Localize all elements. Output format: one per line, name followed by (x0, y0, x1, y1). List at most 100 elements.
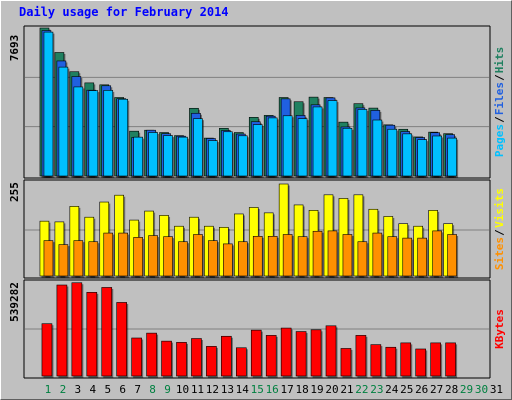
panel-1-legend-3: Files (493, 82, 506, 115)
panel-2-legend-2: / (493, 229, 506, 236)
pages-bar (372, 119, 383, 177)
sites-bar (357, 241, 368, 277)
kbytes-bar (161, 340, 172, 377)
pages-bar (417, 139, 428, 177)
panel-1-legend-2: / (493, 116, 506, 123)
pages-bar (178, 136, 188, 177)
kbytes-bar (325, 325, 337, 377)
pages-bar (282, 115, 293, 177)
sites-bar (402, 237, 413, 277)
panel-2-legend-3: Visits (493, 188, 506, 228)
kbytes-bar (295, 331, 307, 377)
sites-bar (297, 236, 308, 277)
x-tick-label: 24 (385, 383, 399, 396)
x-tick-label: 28 (445, 383, 458, 396)
pages-bar (252, 124, 263, 177)
pages-bar (267, 117, 278, 177)
chart-title: Daily usage for February 2014 (19, 5, 229, 19)
kbytes-bar (191, 338, 202, 377)
sites-bar (148, 235, 158, 277)
kbytes-bar (370, 344, 382, 377)
x-tick-label: 19 (310, 383, 323, 396)
kbytes-bar (400, 342, 412, 377)
pages-bar (402, 133, 413, 177)
x-tick-label: 5 (104, 383, 111, 396)
kbytes-bar (176, 342, 187, 377)
kbytes-bar (385, 346, 397, 377)
x-tick-label: 14 (236, 383, 250, 396)
kbytes-bar (280, 327, 292, 377)
sites-bar (73, 240, 84, 277)
panel-3-ymax-label: 539282 (8, 282, 21, 322)
sites-bar (208, 240, 218, 277)
x-tick-label: 17 (281, 383, 294, 396)
kbytes-bar (86, 292, 98, 377)
pages-bar (238, 135, 248, 177)
x-tick-label: 22 (355, 383, 368, 396)
kbytes-bar (116, 302, 127, 377)
kbytes-bar (221, 335, 232, 377)
kbytes-bar (131, 337, 142, 377)
pages-bar (297, 118, 308, 177)
kbytes-bar (445, 342, 456, 377)
kbytes-bar (355, 335, 367, 377)
kbytes-bar (101, 287, 113, 377)
kbytes-bar (41, 323, 53, 377)
pages-bar (223, 131, 233, 177)
x-tick-label: 9 (164, 383, 171, 396)
x-tick-label: 27 (430, 383, 443, 396)
sites-bar (163, 236, 173, 277)
sites-bar (447, 234, 457, 277)
x-tick-label: 23 (370, 383, 383, 396)
pages-bar (447, 137, 457, 177)
pages-bar (342, 127, 353, 177)
kbytes-bar (236, 347, 247, 377)
pages-bar (193, 118, 203, 177)
pages-bar (58, 66, 69, 177)
pages-bar (103, 90, 114, 177)
pages-bar (327, 100, 338, 177)
kbytes-bar (146, 332, 157, 377)
x-tick-label: 11 (191, 383, 204, 396)
sites-bar (417, 237, 428, 277)
sites-bar (312, 230, 323, 277)
sites-bar (88, 241, 99, 277)
x-tick-label: 8 (149, 383, 156, 396)
panel-1-legend-1: Pages (493, 124, 506, 157)
pages-bar (133, 136, 143, 177)
sites-bar (432, 230, 442, 277)
x-tick-label: 29 (460, 383, 473, 396)
x-tick-label: 30 (475, 383, 488, 396)
sites-bar (252, 236, 263, 277)
sites-bar (372, 232, 383, 277)
pages-bar (43, 31, 54, 177)
panel-2-ymax-label: 255 (8, 182, 21, 202)
sites-bar (133, 237, 143, 277)
x-tick-label: 31 (490, 383, 503, 396)
sites-bar (238, 241, 248, 277)
sites-bar (387, 236, 398, 277)
pages-bar (387, 128, 398, 177)
sites-bar (193, 234, 203, 277)
kbytes-bar (430, 342, 441, 377)
x-tick-label: 6 (119, 383, 126, 396)
x-tick-label: 4 (89, 383, 96, 396)
kbytes-bar (56, 284, 68, 377)
panel-2-legend-1: Sites (493, 237, 506, 270)
pages-bar (208, 140, 218, 177)
x-tick-label: 7 (134, 383, 141, 396)
kbytes-bar (340, 348, 352, 377)
kbytes-bar (250, 329, 262, 377)
pages-bar (73, 86, 84, 177)
x-tick-label: 16 (266, 383, 279, 396)
sites-bar (342, 234, 353, 277)
pages-bar (163, 135, 173, 177)
sites-bar (58, 244, 69, 277)
sites-bar (327, 230, 338, 277)
x-tick-label: 13 (221, 383, 234, 396)
sites-bar (282, 234, 293, 277)
kbytes-bar (71, 282, 83, 377)
sites-bar (43, 240, 54, 277)
x-tick-label: 15 (251, 383, 264, 396)
